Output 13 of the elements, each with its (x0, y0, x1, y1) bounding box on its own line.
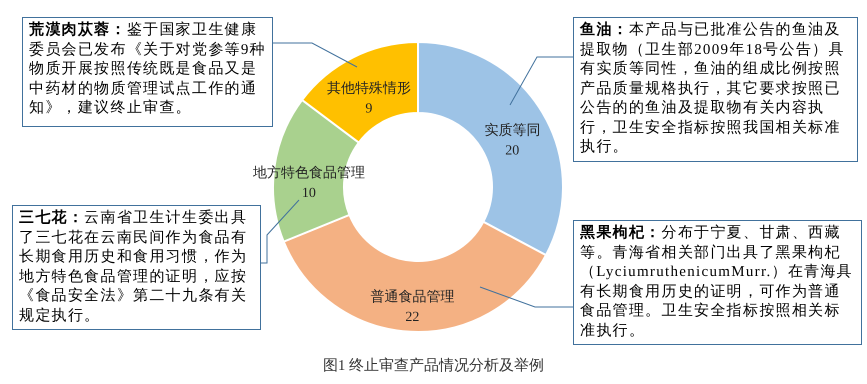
text: 鱼油：本产品与已批准公告的鱼油及提取物（卫生部2009年18号公告）具有实质等同性，鱼油的组成比例按照产品质量规格执行，其它要求按照已公告的的鱼油及提取物有关内容执行，卫生安全指标按照我国相关标准执行。 (573, 17, 858, 162)
data-label: 10 (302, 186, 316, 201)
data-label: 20 (505, 143, 520, 158)
text: 三七花：云南省卫生计生委出具了三七花在云南民间作为食品有长期食用历史和食用习惯，作为地方特色食品管理的证明，应按《食品安全法》第二十九条有关规定执行。 (12, 205, 261, 330)
slice-label: 普通食品管理 (370, 288, 454, 305)
slice-label: 地方特色食品管理 (252, 164, 365, 181)
text: 图1 终止审查产品情况分析及举例 (322, 356, 546, 375)
text: 荒漠肉苁蓉：鉴于国家卫生健康委员会已发布《关于对党参等9种物质开展按照传统既是食品又是中药材的物质管理试点工作的通知》，建议终止审查。 (22, 17, 273, 127)
slice-label: 其他特殊情形 (326, 80, 411, 97)
slice-label: 实质等同 (484, 122, 540, 138)
text: 黑果枸杞：分布于宁夏、甘肃、西藏等。青海省相关部门出具了黑果枸杞（LyciumruthenicumMurr.）在青海具有长期食用历史的证明，可作为普通食品管理。卫生安全指标按照相关标准执行。 (573, 220, 862, 345)
data-label: 22 (405, 310, 420, 325)
data-label: 9 (365, 102, 372, 117)
